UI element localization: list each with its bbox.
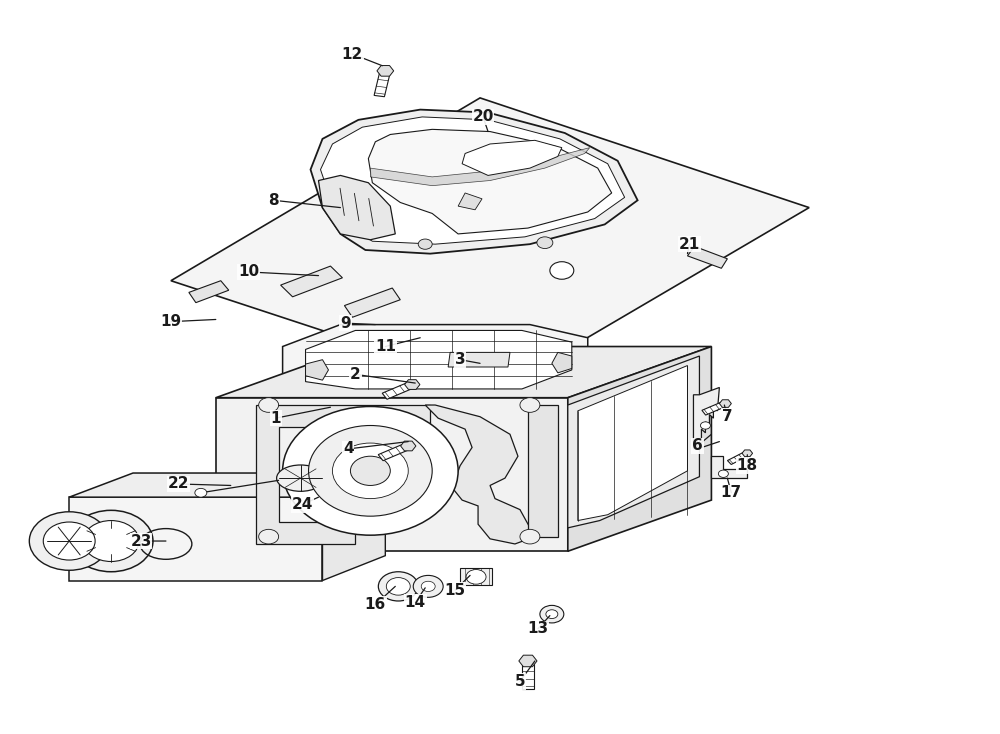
Polygon shape	[374, 70, 390, 97]
Circle shape	[520, 529, 540, 544]
Text: 22: 22	[168, 476, 190, 492]
Ellipse shape	[277, 465, 324, 491]
Circle shape	[69, 510, 153, 572]
Text: 13: 13	[527, 621, 548, 636]
Polygon shape	[69, 497, 322, 581]
Polygon shape	[216, 398, 568, 551]
Circle shape	[466, 570, 486, 584]
Circle shape	[350, 457, 390, 485]
Polygon shape	[306, 360, 328, 380]
Circle shape	[537, 237, 553, 249]
Polygon shape	[216, 346, 711, 398]
Text: 2: 2	[350, 367, 361, 382]
Circle shape	[520, 398, 540, 413]
Text: 20: 20	[472, 109, 494, 125]
Text: 23: 23	[130, 534, 152, 548]
Polygon shape	[462, 140, 562, 175]
Text: 8: 8	[268, 193, 279, 208]
Circle shape	[718, 470, 728, 477]
Circle shape	[386, 578, 410, 595]
Polygon shape	[519, 655, 537, 666]
Polygon shape	[528, 405, 558, 537]
Circle shape	[83, 520, 139, 562]
Circle shape	[418, 239, 432, 250]
Circle shape	[283, 407, 458, 535]
Circle shape	[309, 426, 432, 516]
Polygon shape	[568, 346, 711, 551]
Circle shape	[700, 422, 710, 429]
Polygon shape	[727, 451, 749, 465]
Polygon shape	[378, 443, 411, 461]
Text: 15: 15	[445, 583, 466, 597]
Polygon shape	[742, 450, 753, 457]
Circle shape	[413, 575, 443, 597]
Circle shape	[259, 529, 279, 544]
Polygon shape	[256, 405, 430, 544]
Text: 7: 7	[722, 410, 733, 424]
Polygon shape	[458, 193, 482, 210]
Polygon shape	[460, 568, 492, 585]
Polygon shape	[425, 405, 535, 544]
Polygon shape	[320, 117, 625, 244]
Polygon shape	[322, 473, 385, 581]
Polygon shape	[578, 366, 687, 520]
Polygon shape	[319, 175, 395, 240]
Circle shape	[421, 581, 435, 592]
Text: 6: 6	[692, 438, 703, 454]
Polygon shape	[693, 388, 719, 449]
Text: 21: 21	[679, 236, 700, 252]
Text: 17: 17	[721, 485, 742, 501]
Text: 14: 14	[405, 595, 426, 610]
Polygon shape	[522, 661, 534, 688]
Text: 24: 24	[292, 497, 313, 512]
Circle shape	[546, 610, 558, 619]
Text: 4: 4	[343, 441, 354, 457]
Polygon shape	[687, 247, 727, 269]
Polygon shape	[719, 400, 731, 407]
Text: 18: 18	[737, 458, 758, 473]
Polygon shape	[552, 352, 572, 373]
Text: 1: 1	[270, 411, 281, 426]
Text: 3: 3	[455, 352, 465, 367]
Polygon shape	[344, 288, 400, 317]
Text: 16: 16	[365, 597, 386, 612]
Polygon shape	[382, 382, 415, 399]
Circle shape	[540, 606, 564, 623]
Text: 19: 19	[160, 314, 181, 329]
Text: 12: 12	[342, 46, 363, 62]
Polygon shape	[306, 330, 572, 389]
Polygon shape	[368, 129, 612, 234]
Circle shape	[43, 522, 95, 560]
Circle shape	[29, 512, 109, 570]
Polygon shape	[448, 352, 510, 367]
Polygon shape	[311, 109, 638, 254]
Circle shape	[332, 443, 408, 498]
Circle shape	[550, 262, 574, 279]
Polygon shape	[171, 98, 809, 389]
Polygon shape	[568, 356, 699, 528]
Polygon shape	[283, 324, 588, 395]
Polygon shape	[189, 280, 229, 302]
Polygon shape	[69, 473, 385, 497]
Polygon shape	[405, 379, 420, 390]
Polygon shape	[702, 401, 727, 415]
Circle shape	[259, 398, 279, 413]
Polygon shape	[401, 441, 416, 451]
Polygon shape	[377, 65, 394, 76]
Polygon shape	[281, 266, 342, 297]
Text: 5: 5	[515, 674, 525, 689]
Circle shape	[378, 572, 418, 601]
Polygon shape	[370, 148, 590, 186]
Polygon shape	[711, 457, 747, 478]
Circle shape	[195, 488, 207, 497]
Text: 11: 11	[375, 339, 396, 354]
Text: 9: 9	[340, 316, 351, 330]
Text: 10: 10	[238, 264, 259, 280]
